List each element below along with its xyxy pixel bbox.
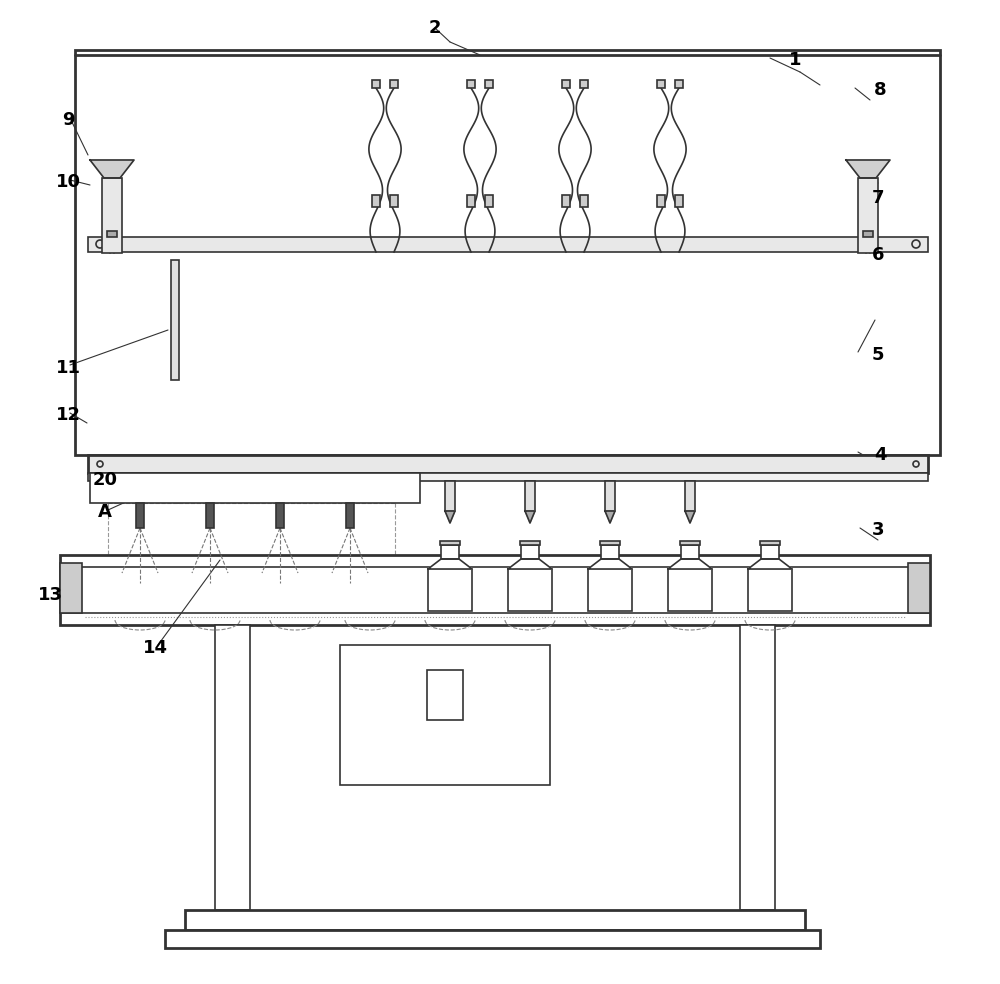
Text: 7: 7 (872, 189, 884, 207)
Bar (185, 910, 805, 930)
Polygon shape (605, 511, 615, 523)
Text: A: A (98, 503, 112, 521)
Bar (467, 195, 475, 207)
Bar (601, 545, 619, 559)
Bar (102, 178, 122, 253)
Bar (675, 80, 683, 88)
Text: 5: 5 (872, 346, 884, 364)
Bar (60, 563, 82, 613)
Bar (681, 545, 699, 559)
Text: 9: 9 (62, 111, 74, 129)
Bar (88, 473, 928, 481)
Bar (340, 645, 550, 785)
Bar (88, 237, 928, 252)
Bar (445, 481, 455, 511)
Bar (372, 80, 380, 88)
Bar (657, 80, 665, 88)
Bar (680, 541, 700, 545)
Bar (206, 503, 214, 528)
Text: 14: 14 (143, 639, 168, 657)
Bar (748, 569, 792, 611)
Bar (520, 541, 540, 545)
Polygon shape (445, 511, 455, 523)
Polygon shape (90, 160, 134, 178)
Bar (863, 231, 873, 237)
Bar (427, 670, 463, 720)
Bar (580, 80, 588, 88)
Bar (390, 195, 398, 207)
Bar (90, 473, 420, 503)
Text: 10: 10 (56, 173, 80, 191)
Text: 6: 6 (872, 246, 884, 264)
Polygon shape (525, 511, 535, 523)
Bar (88, 455, 928, 473)
Bar (75, 50, 940, 455)
Bar (485, 195, 493, 207)
Bar (136, 503, 144, 528)
Bar (521, 545, 539, 559)
Bar (60, 555, 930, 625)
Polygon shape (846, 160, 890, 178)
Bar (485, 80, 493, 88)
Bar (605, 481, 615, 511)
Bar (441, 545, 459, 559)
Text: 3: 3 (872, 521, 884, 539)
Bar (165, 930, 820, 948)
Bar (588, 569, 632, 611)
Bar (668, 569, 712, 611)
Polygon shape (428, 559, 472, 569)
Bar (562, 195, 570, 207)
Bar (858, 178, 878, 253)
Bar (107, 231, 117, 237)
Bar (372, 195, 380, 207)
Bar (908, 563, 930, 613)
Text: 20: 20 (92, 471, 118, 489)
Bar (346, 503, 354, 528)
Bar (525, 481, 535, 511)
Bar (508, 569, 552, 611)
Bar (171, 260, 179, 380)
Text: 4: 4 (874, 446, 886, 464)
Bar (440, 541, 460, 545)
Text: 12: 12 (56, 406, 80, 424)
Bar (428, 569, 472, 611)
Bar (215, 625, 250, 910)
Text: 13: 13 (38, 586, 62, 604)
Bar (675, 195, 683, 207)
Bar (580, 195, 588, 207)
Bar (740, 625, 775, 910)
Bar (276, 503, 284, 528)
Bar (390, 80, 398, 88)
Polygon shape (748, 559, 792, 569)
Bar (657, 195, 665, 207)
Text: 11: 11 (56, 359, 80, 377)
Text: 1: 1 (789, 51, 801, 69)
Bar (467, 80, 475, 88)
Bar (761, 545, 779, 559)
Polygon shape (588, 559, 632, 569)
Bar (600, 541, 620, 545)
Bar (685, 481, 695, 511)
Polygon shape (685, 511, 695, 523)
Text: 2: 2 (429, 19, 441, 37)
Polygon shape (668, 559, 712, 569)
Bar (562, 80, 570, 88)
Bar (760, 541, 780, 545)
Text: 8: 8 (874, 81, 886, 99)
Polygon shape (508, 559, 552, 569)
